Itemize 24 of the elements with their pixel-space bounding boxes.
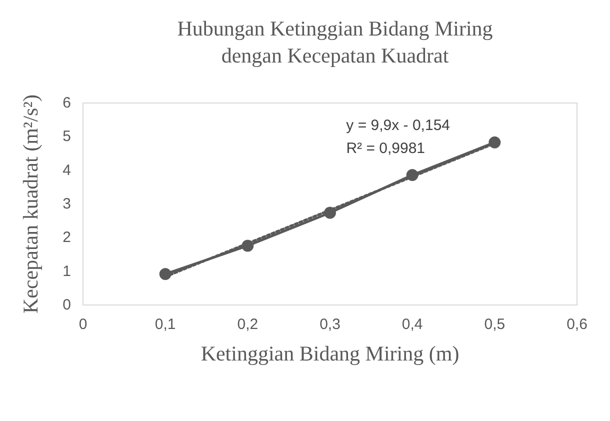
y-axis-title: Kecepatan kuadrat (m²/s²) xyxy=(18,94,42,314)
annotation: y = 9,9x - 0,154 xyxy=(346,117,450,134)
point xyxy=(242,240,254,252)
point xyxy=(324,206,336,219)
x-tick-label: 0,4 xyxy=(402,316,423,333)
x-tick-label: 0,1 xyxy=(154,316,176,333)
y-tick-label: 4 xyxy=(62,162,71,179)
point xyxy=(159,268,172,280)
y-tick-label: 5 xyxy=(62,128,71,146)
point xyxy=(488,136,501,148)
x-tick-label: 0,3 xyxy=(320,316,340,333)
x-tick-label: 0,2 xyxy=(237,316,258,333)
annotation: R² = 0,9981 xyxy=(346,140,426,157)
chart-title: Hubungan Ketinggian Bidang Miring dengan Kecepatan Kuadrat xyxy=(177,16,494,68)
x-tick-label: 0,6 xyxy=(566,316,588,333)
y-tick-label: 0 xyxy=(62,296,71,314)
x-tick-label: 0 xyxy=(78,316,88,333)
point xyxy=(406,169,418,182)
x-tick-label: 0,5 xyxy=(484,316,506,333)
y-tick-label: 2 xyxy=(62,229,71,246)
y-tick-label: 3 xyxy=(62,196,71,212)
y-tick-label: 1 xyxy=(62,262,71,280)
x-axis-title: Ketinggian Bidang Miring (m) xyxy=(200,342,460,366)
y-tick-label: 6 xyxy=(62,94,71,112)
